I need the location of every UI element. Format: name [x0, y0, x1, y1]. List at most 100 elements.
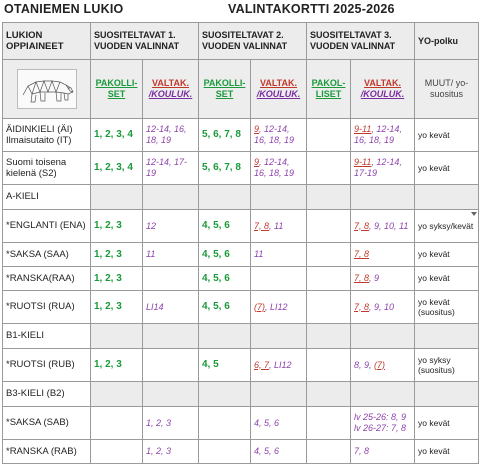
yo-cell: yo kevät [414, 118, 479, 152]
subject-label: *SAKSA (SAA) [2, 242, 91, 267]
subject-label: Suomi toisena kielenä (S2) [2, 151, 91, 185]
table-row: *RUOTSI (RUB) 1, 2, 3 4, 5 6, 7, LI12 8,… [2, 348, 479, 382]
valtak-cell: 7, 8 [350, 242, 415, 267]
table-row: *ENGLANTI (ENA) 1, 2, 3 12 4, 5, 6 7, 8,… [2, 209, 479, 243]
valtak-cell: 7, 8, 9 [350, 266, 415, 291]
pakolliset-cell: 5, 6, 7, 8 [198, 118, 251, 152]
pakolliset-cell: 4, 5 [198, 348, 251, 382]
subheader-row: PAKOLLI-SET VALTAK./KOULUK. PAKOLLI-SET … [2, 59, 479, 119]
valtak-cell: 9, 12-14, 16, 18, 19 [250, 151, 307, 185]
selection-table: LUKION OPPIAINEET SUOSITELTAVAT 1. VUODE… [2, 22, 479, 464]
pakolliset-label-year1: PAKOLLI-SET [90, 59, 143, 119]
valtak-cell: 12 [142, 209, 199, 243]
section-label: A-KIELI [2, 184, 91, 210]
valtak-cell: 9, 12-14, 16, 18, 19 [250, 118, 307, 152]
valtak-cell: 4, 5, 6 [250, 406, 307, 440]
subject-label: *RANSKA(RAA) [2, 266, 91, 291]
subject-label: ÄIDINKIELI (ÄI) Ilmaisutaito (IT) [2, 118, 91, 152]
valtak-cell [142, 348, 199, 382]
pakolliset-cell: 4, 5, 6 [198, 266, 251, 291]
valtak-cell: 11 [142, 242, 199, 267]
pakolliset-cell [306, 406, 351, 440]
yo-cell: yo syksy (suositus) [414, 348, 479, 382]
pakolliset-label-year3: PAKOL-LISET [306, 59, 351, 119]
valtak-cell [142, 266, 199, 291]
empty-cell [414, 184, 479, 210]
valtak-cell: 4, 5, 6 [250, 439, 307, 464]
column-header-year1: SUOSITELTAVAT 1. VUODEN VALINNAT [90, 22, 199, 60]
empty-cell [250, 184, 307, 210]
empty-cell [414, 381, 479, 407]
valtak-cell: lv 25-26: 8, 9 lv 26-27: 7, 8 [350, 406, 415, 440]
yo-cell: yo kevät [414, 406, 479, 440]
column-header-year2: SUOSITELTAVAT 2. VUODEN VALINNAT [198, 22, 307, 60]
valtak-cell: 8, 9, (7) [350, 348, 415, 382]
pakolliset-cell [306, 209, 351, 243]
column-header-row: LUKION OPPIAINEET SUOSITELTAVAT 1. VUODE… [2, 22, 479, 60]
table-row: *SAKSA (SAA) 1, 2, 3 11 4, 5, 6 11 7, 8 … [2, 242, 479, 267]
yo-cell: yo kevät [414, 439, 479, 464]
valtak-label-year3: VALTAK./KOULUK. [350, 59, 415, 119]
table-row: ÄIDINKIELI (ÄI) Ilmaisutaito (IT) 1, 2, … [2, 118, 479, 152]
empty-cell [350, 184, 415, 210]
polar-bear-logo-icon [16, 69, 77, 109]
yo-cell: yo kevät (suositus) [414, 290, 479, 324]
section-label: B1-KIELI [2, 323, 91, 349]
empty-cell [142, 381, 199, 407]
pakolliset-cell [306, 151, 351, 185]
pakolliset-cell: 1, 2, 3 [90, 290, 143, 324]
pakolliset-cell: 5, 6, 7, 8 [198, 151, 251, 185]
subject-label: *RUOTSI (RUA) [2, 290, 91, 324]
valtak-cell: LI14 [142, 290, 199, 324]
pakolliset-cell [306, 266, 351, 291]
valtak-cell: (7), LI12 [250, 290, 307, 324]
section-row-b3-kieli: B3-KIELI (B2) [2, 381, 479, 407]
pakolliset-cell: 4, 5, 6 [198, 290, 251, 324]
pakolliset-cell [306, 439, 351, 464]
valtak-cell [250, 266, 307, 291]
pakolliset-cell [198, 406, 251, 440]
empty-cell [198, 323, 251, 349]
muut-label: MUUT/ yo-suositus [414, 59, 479, 119]
section-row-b1-kieli: B1-KIELI [2, 323, 479, 349]
pakolliset-cell [198, 439, 251, 464]
valtak-cell: 12-14, 16, 18, 19 [142, 118, 199, 152]
subject-label: *RANSKA (RAB) [2, 439, 91, 464]
table-row: *RANSKA (RAB) 1, 2, 3 4, 5, 6 7, 8 yo ke… [2, 439, 479, 464]
column-header-year3: SUOSITELTAVAT 3. VUODEN VALINNAT [306, 22, 415, 60]
logo-cell [2, 59, 91, 119]
pakolliset-cell [90, 406, 143, 440]
valtak-label-year1: VALTAK./KOULUK. [142, 59, 199, 119]
empty-cell [250, 381, 307, 407]
empty-cell [306, 184, 351, 210]
empty-cell [90, 381, 143, 407]
school-name: OTANIEMEN LUKIO [4, 2, 124, 16]
empty-cell [414, 323, 479, 349]
chevron-down-icon[interactable] [471, 212, 477, 216]
subject-label: *RUOTSI (RUB) [2, 348, 91, 382]
pakolliset-cell [306, 242, 351, 267]
valtak-cell: 11 [250, 242, 307, 267]
valtak-cell: 9-11, 12-14, 17-19 [350, 151, 415, 185]
pakolliset-cell: 1, 2, 3 [90, 242, 143, 267]
pakolliset-cell: 1, 2, 3 [90, 348, 143, 382]
yo-dropdown[interactable]: yo syksy/kevät [414, 209, 479, 243]
valtak-cell: 7, 8, 9, 10, 11 [350, 209, 415, 243]
empty-cell [90, 323, 143, 349]
pakolliset-cell [306, 348, 351, 382]
valtak-label-year2: VALTAK./KOULUK. [250, 59, 307, 119]
empty-cell [142, 323, 199, 349]
section-label: B3-KIELI (B2) [2, 381, 91, 407]
empty-cell [198, 184, 251, 210]
pakolliset-cell: 4, 5, 6 [198, 242, 251, 267]
pakolliset-cell [306, 118, 351, 152]
pakolliset-cell [90, 439, 143, 464]
pakolliset-cell: 1, 2, 3, 4 [90, 118, 143, 152]
valtak-cell: 7, 8, 9, 10 [350, 290, 415, 324]
empty-cell [306, 381, 351, 407]
yo-cell: yo kevät [414, 266, 479, 291]
column-header-subjects: LUKION OPPIAINEET [2, 22, 91, 60]
table-row: *SAKSA (SAB) 1, 2, 3 4, 5, 6 lv 25-26: 8… [2, 406, 479, 440]
empty-cell [350, 323, 415, 349]
column-header-yo: YO-polku [414, 22, 479, 60]
